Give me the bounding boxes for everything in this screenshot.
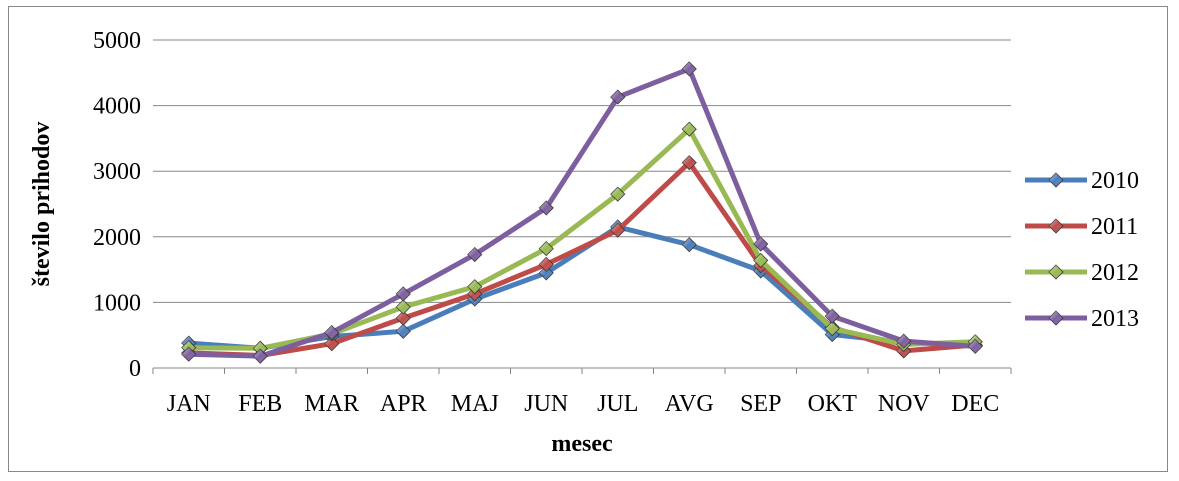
data-point (681, 121, 697, 137)
x-tick-label: OKT (808, 391, 858, 417)
data-point (824, 308, 840, 324)
data-point (753, 252, 769, 268)
data-point (324, 325, 340, 341)
legend-item: 2010 (1025, 168, 1139, 194)
x-tick-label: MAJ (451, 391, 499, 417)
series-lines (181, 61, 983, 364)
legend-item: 2011 (1025, 214, 1138, 240)
x-tick-label: MAR (304, 391, 359, 417)
y-tick-label: 1000 (93, 290, 141, 316)
data-point (181, 346, 197, 362)
y-tick-label: 0 (129, 356, 141, 382)
data-point (681, 61, 697, 77)
x-tick-label: JUN (524, 391, 568, 417)
series-line (186, 126, 978, 351)
data-point (395, 323, 411, 339)
data-point (467, 246, 483, 263)
data-point (324, 336, 340, 352)
legend-marker (1048, 264, 1064, 280)
legend-item: 2013 (1025, 306, 1139, 332)
series-line (186, 66, 978, 359)
x-axis-title: mesec (551, 431, 613, 457)
legend-marker (1048, 218, 1064, 234)
x-tick-label: NOV (878, 391, 931, 417)
legend-item: 2012 (1025, 260, 1139, 286)
data-point (681, 155, 697, 171)
data-point (538, 265, 554, 281)
data-point (538, 256, 554, 272)
data-point (753, 236, 769, 252)
axes (152, 367, 1012, 374)
legend-label: 2012 (1091, 260, 1139, 286)
gridlines (153, 39, 1011, 303)
data-point (395, 286, 411, 302)
x-tick-label: SEP (740, 391, 781, 417)
data-point (395, 299, 411, 315)
x-tick-label: AVG (665, 391, 714, 417)
y-axis-title: število prihodov (29, 122, 55, 287)
data-point (681, 237, 697, 253)
series-2013 (181, 61, 983, 364)
data-point (395, 310, 411, 326)
y-tick-label: 5000 (93, 28, 141, 54)
data-point (967, 338, 983, 354)
legend-label: 2013 (1091, 306, 1139, 332)
chart-frame: 0 1000 2000 3000 4000 5000 JAN FEB MAR APR MAJ JUN J… (8, 6, 1168, 472)
legend: 2010 2011 2012 2013 (1025, 168, 1139, 332)
y-tick-label: 3000 (93, 159, 141, 185)
data-point (610, 89, 626, 105)
x-tick-label: JUL (597, 391, 638, 417)
x-tick-label: DEC (951, 391, 999, 417)
x-tick-label: FEB (238, 391, 282, 417)
y-tick-label: 4000 (93, 94, 141, 120)
series-2011 (181, 155, 983, 364)
data-point (824, 321, 840, 337)
legend-label: 2010 (1091, 168, 1139, 194)
data-point (252, 348, 268, 364)
data-point (610, 186, 626, 202)
tick-labels: 0 1000 2000 3000 4000 5000 JAN FEB MAR APR MAJ JUN J… (93, 28, 999, 417)
data-point (610, 222, 626, 238)
legend-label: 2011 (1091, 214, 1138, 240)
data-point (252, 340, 268, 356)
x-tick-label: APR (380, 391, 427, 417)
data-point (538, 241, 554, 257)
data-point (467, 279, 483, 295)
data-point (896, 333, 912, 349)
legend-marker (1048, 310, 1064, 326)
y-tick-label: 2000 (93, 225, 141, 251)
line-chart: 0 1000 2000 3000 4000 5000 JAN FEB MAR APR MAJ JUN J… (29, 28, 1139, 457)
data-point (538, 200, 554, 216)
x-tick-label: JAN (167, 391, 211, 417)
legend-marker (1048, 172, 1064, 188)
